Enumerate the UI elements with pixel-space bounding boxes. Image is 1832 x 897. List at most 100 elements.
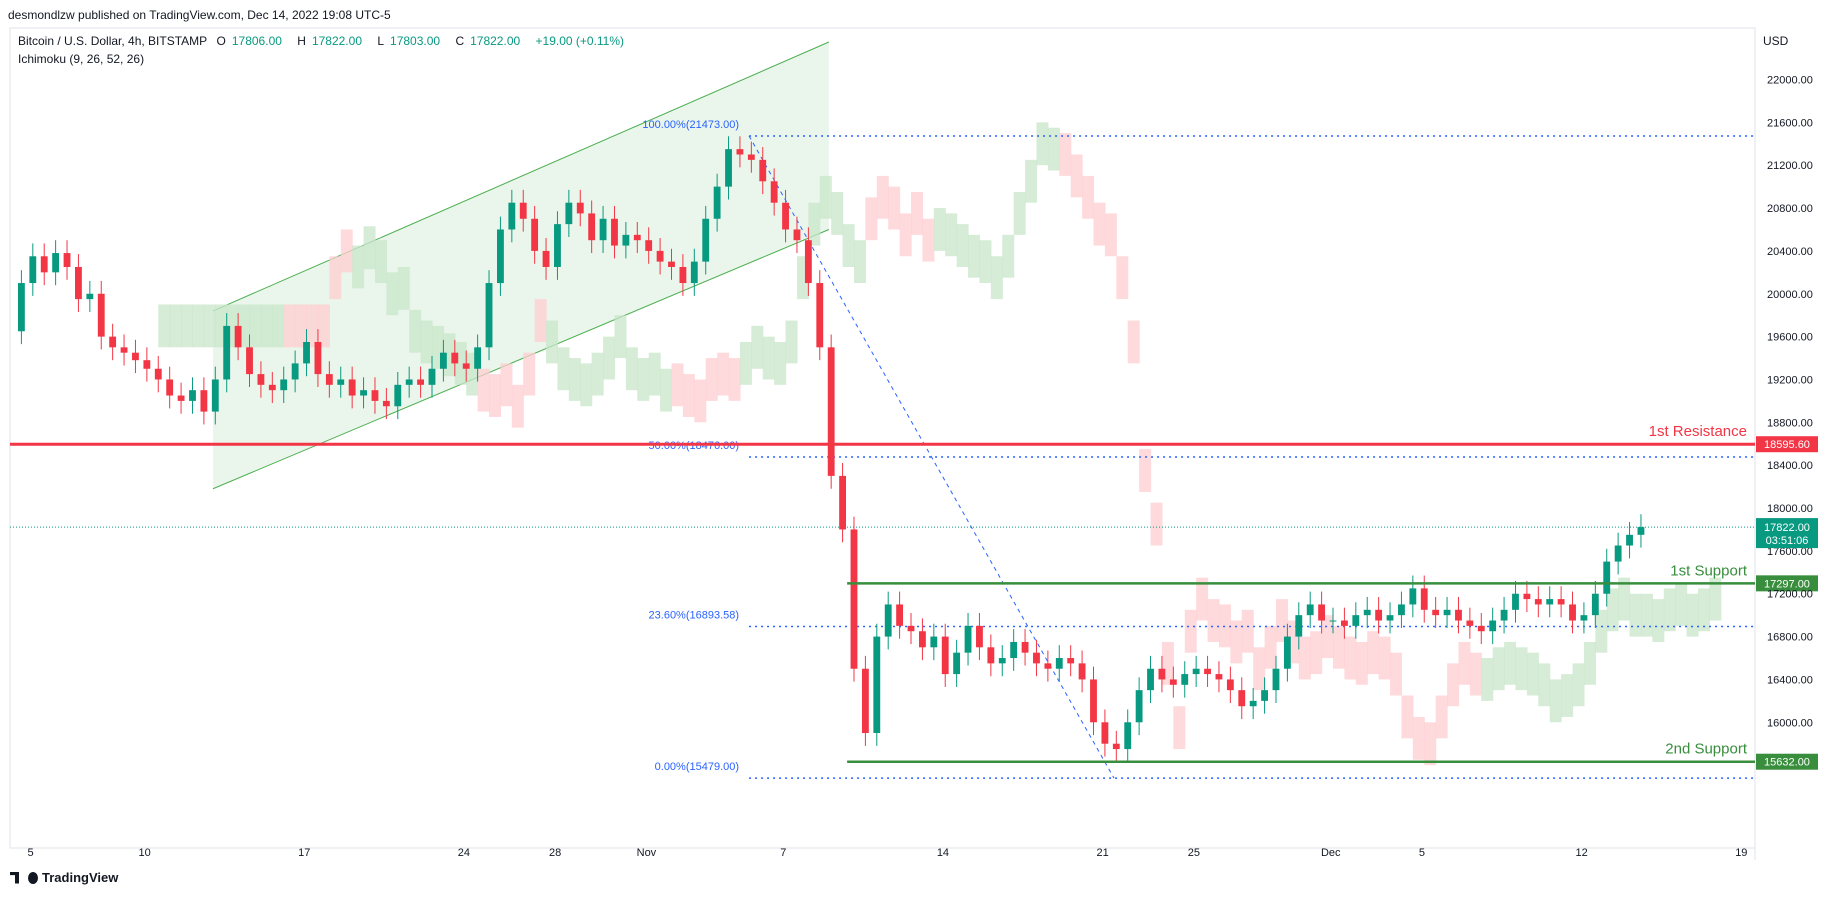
ichimoku-cloud-green bbox=[1492, 647, 1505, 691]
fib-level-label: 50.00%(18476.00) bbox=[649, 440, 740, 452]
candle-body bbox=[325, 374, 333, 385]
candle-body bbox=[599, 218, 607, 241]
tradingview-logo-dot-icon bbox=[28, 871, 38, 884]
ichimoku-cloud-green bbox=[1595, 609, 1608, 653]
candle-body bbox=[497, 229, 504, 284]
ichimoku-cloud-red bbox=[1082, 175, 1095, 219]
candle-body bbox=[1534, 599, 1542, 605]
tradingview-footer[interactable]: TradingView bbox=[10, 870, 118, 885]
candle-body bbox=[1021, 641, 1029, 653]
candle-body bbox=[747, 154, 755, 160]
candle-body bbox=[405, 379, 413, 385]
candle-body bbox=[1192, 668, 1200, 675]
level-name: 1st Support bbox=[1670, 562, 1748, 579]
ichimoku-cloud-green bbox=[1640, 593, 1653, 637]
bar-countdown-label: 03:51:06 bbox=[1766, 535, 1809, 547]
ichimoku-cloud-green bbox=[374, 240, 387, 284]
candle-body bbox=[1500, 609, 1508, 621]
candle-body bbox=[861, 668, 869, 734]
ichimoku-cloud-red bbox=[694, 379, 707, 423]
candle-body bbox=[1124, 722, 1132, 750]
candle-body bbox=[508, 202, 516, 230]
candle-body bbox=[1546, 599, 1554, 605]
x-tick-label: 14 bbox=[937, 847, 949, 859]
ichimoku-cloud-red bbox=[306, 304, 319, 348]
candle-body bbox=[1249, 700, 1257, 707]
candle-body bbox=[246, 347, 253, 375]
ichimoku-cloud-red bbox=[865, 197, 878, 241]
candle-body bbox=[1489, 620, 1497, 632]
ichimoku-cloud-red bbox=[1447, 663, 1460, 707]
ichimoku-cloud-red bbox=[1390, 652, 1403, 696]
candle-body bbox=[485, 283, 493, 348]
ichimoku-cloud-red bbox=[1333, 625, 1346, 669]
candle-body bbox=[1329, 620, 1337, 622]
x-tick-label: 17 bbox=[298, 847, 310, 859]
low-value: L 17803.00 bbox=[377, 34, 441, 48]
open-value: O 17806.00 bbox=[216, 34, 282, 48]
candle-body bbox=[930, 636, 938, 648]
candle-body bbox=[1466, 620, 1474, 626]
candle-body bbox=[200, 390, 208, 412]
ichimoku-cloud-red bbox=[1275, 599, 1288, 642]
ichimoku-cloud-green bbox=[819, 175, 832, 219]
candle-body bbox=[1363, 609, 1371, 616]
ichimoku-cloud-red bbox=[477, 368, 490, 412]
ichimoku-cloud-green bbox=[1652, 599, 1665, 642]
ichimoku-indicator-label[interactable]: Ichimoku (9, 26, 52, 26) bbox=[18, 52, 145, 66]
level-price-label: 17297.00 bbox=[1764, 578, 1810, 590]
ichimoku-cloud-green bbox=[625, 347, 638, 391]
published-header: desmondlzw published on TradingView.com,… bbox=[8, 8, 391, 22]
candle-body bbox=[519, 202, 527, 219]
candle-body bbox=[1603, 561, 1611, 594]
level-price-tag bbox=[1756, 436, 1818, 453]
ichimoku-cloud-red bbox=[1139, 449, 1152, 492]
y-tick-label: 21600.00 bbox=[1767, 117, 1813, 129]
candle-body bbox=[1238, 690, 1246, 707]
candle-body bbox=[280, 379, 288, 391]
ichimoku-cloud-red bbox=[1264, 625, 1277, 669]
candle-body bbox=[1010, 641, 1018, 659]
candle-body bbox=[1398, 604, 1405, 616]
symbol-label[interactable]: Bitcoin / U.S. Dollar, 4h, BITSTAMP bbox=[18, 34, 208, 48]
candle-body bbox=[52, 253, 60, 273]
y-tick-label: 20000.00 bbox=[1767, 289, 1813, 301]
chart-legend: Bitcoin / U.S. Dollar, 4h, BITSTAMP O 178… bbox=[18, 34, 630, 48]
x-tick-label: 21 bbox=[1096, 847, 1108, 859]
ichimoku-cloud-green bbox=[1686, 593, 1699, 637]
candle-body bbox=[268, 384, 276, 391]
candle-body bbox=[1626, 534, 1633, 546]
high-value: H 17822.00 bbox=[297, 34, 362, 48]
ichimoku-cloud-green bbox=[1013, 191, 1026, 235]
candle-body bbox=[839, 475, 847, 530]
ichimoku-cloud-red bbox=[671, 363, 684, 407]
candle-body bbox=[97, 293, 105, 337]
y-tick-label: 20800.00 bbox=[1767, 203, 1813, 215]
ichimoku-cloud-red bbox=[283, 304, 296, 348]
x-tick-label: 10 bbox=[138, 847, 150, 859]
candle-body bbox=[690, 261, 698, 284]
candle-body bbox=[531, 218, 539, 251]
ichimoku-cloud-green bbox=[386, 272, 399, 316]
ichimoku-cloud-green bbox=[785, 320, 798, 364]
candle-body bbox=[371, 390, 379, 401]
ichimoku-cloud-green bbox=[1606, 588, 1619, 632]
candle-body bbox=[189, 390, 196, 401]
candle-body bbox=[633, 234, 641, 241]
ichimoku-cloud-green bbox=[580, 363, 593, 407]
candle-body bbox=[576, 202, 584, 214]
y-tick-label: 18400.00 bbox=[1767, 460, 1813, 472]
ichimoku-cloud-red bbox=[1207, 599, 1220, 642]
ichimoku-cloud-red bbox=[717, 352, 730, 396]
candle-body bbox=[1614, 545, 1622, 562]
ichimoku-cloud-red bbox=[728, 358, 741, 401]
candle-body bbox=[1067, 658, 1075, 664]
candle-body bbox=[1512, 593, 1519, 610]
candle-body bbox=[1112, 743, 1120, 750]
x-tick-label: Nov bbox=[637, 847, 657, 859]
y-tick-label: 19600.00 bbox=[1767, 332, 1813, 344]
candle-body bbox=[1557, 599, 1565, 605]
ichimoku-cloud-red bbox=[1298, 636, 1311, 680]
candle-body bbox=[234, 325, 242, 348]
